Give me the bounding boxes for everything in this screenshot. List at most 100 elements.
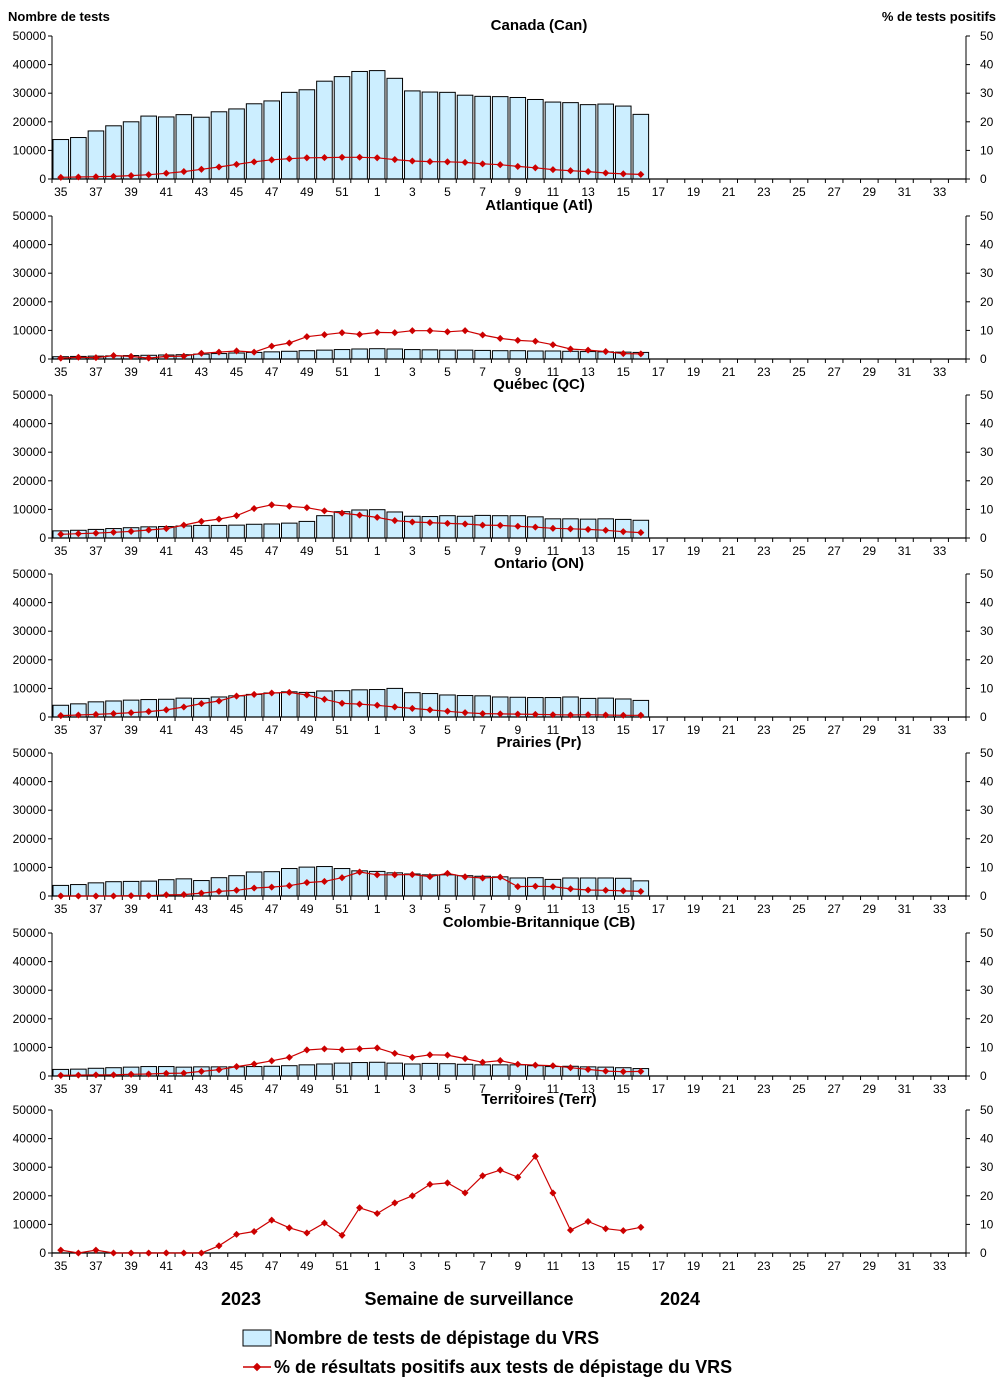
x-tick-label: 5 <box>444 723 451 737</box>
x-tick-label: 47 <box>265 723 279 737</box>
x-tick-label: 49 <box>300 902 314 916</box>
x-tick-label: 17 <box>652 723 666 737</box>
bar-week-36 <box>71 138 87 179</box>
x-tick-label: 31 <box>898 1082 912 1096</box>
panel-title: Atlantique (Atl) <box>485 197 592 214</box>
x-tick-label: 1 <box>374 902 381 916</box>
bar-week-2 <box>387 688 403 717</box>
bar-week-48 <box>282 1066 298 1076</box>
positivity-point-week-37 <box>92 354 99 361</box>
bar-week-7 <box>475 1065 491 1076</box>
right-tick-label: 20 <box>980 474 994 488</box>
bar-week-1 <box>369 349 385 359</box>
x-tick-label: 33 <box>933 723 947 737</box>
bar-week-45 <box>229 525 245 538</box>
bar-week-50 <box>317 691 333 717</box>
left-tick-label: 40000 <box>13 596 47 610</box>
bar-week-8 <box>492 1065 508 1076</box>
right-tick-label: 10 <box>980 860 994 874</box>
positivity-point-week-52 <box>356 1045 363 1052</box>
positivity-point-week-52 <box>356 331 363 338</box>
left-tick-label: 10000 <box>13 860 47 874</box>
legend-bar-label: Nombre de tests de dépistage du VRS <box>274 1328 599 1348</box>
bar-week-41 <box>158 117 174 179</box>
positivity-point-week-4 <box>426 327 433 334</box>
bar-week-52 <box>352 71 368 179</box>
left-tick-label: 10000 <box>13 502 47 516</box>
x-tick-label: 51 <box>335 723 349 737</box>
x-tick-label: 35 <box>54 902 68 916</box>
positivity-point-week-36 <box>75 1249 82 1256</box>
x-tick-label: 7 <box>479 544 486 558</box>
right-tick-label: 0 <box>980 531 987 545</box>
x-tick-label: 45 <box>230 1082 244 1096</box>
bar-week-46 <box>246 104 262 179</box>
positivity-point-week-6 <box>462 327 469 334</box>
positivity-point-week-11 <box>549 341 556 348</box>
x-tick-label: 3 <box>409 902 416 916</box>
x-tick-label: 41 <box>160 1259 174 1273</box>
x-tick-label: 3 <box>409 185 416 199</box>
right-tick-label: 30 <box>980 624 994 638</box>
x-tick-label: 19 <box>687 1259 701 1273</box>
x-tick-label: 5 <box>444 185 451 199</box>
x-tick-label: 41 <box>160 902 174 916</box>
right-tick-label: 30 <box>980 983 994 997</box>
x-tick-label: 49 <box>300 723 314 737</box>
positivity-point-week-50 <box>321 507 328 514</box>
left-tick-label: 30000 <box>13 624 47 638</box>
x-tick-label: 47 <box>265 544 279 558</box>
x-tick-label: 23 <box>757 902 771 916</box>
bar-week-37 <box>88 131 104 179</box>
bar-week-46 <box>246 1067 262 1076</box>
x-tick-label: 1 <box>374 1082 381 1096</box>
right-tick-label: 0 <box>980 1069 987 1083</box>
left-tick-label: 20000 <box>13 115 47 129</box>
x-tick-label: 35 <box>54 1259 68 1273</box>
positivity-point-week-45 <box>233 1231 240 1238</box>
left-tick-label: 20000 <box>13 295 47 309</box>
positivity-point-week-42 <box>180 1249 187 1256</box>
right-tick-label: 40 <box>980 238 994 252</box>
x-tick-label: 15 <box>617 365 631 379</box>
x-tick-label: 23 <box>757 723 771 737</box>
x-tick-label: 43 <box>195 365 209 379</box>
bar-week-16 <box>633 114 649 179</box>
left-tick-label: 10000 <box>13 323 47 337</box>
x-tick-label: 47 <box>265 902 279 916</box>
x-tick-label: 5 <box>444 1082 451 1096</box>
x-tick-label: 51 <box>335 1259 349 1273</box>
x-axis-title: Semaine de surveillance <box>364 1289 573 1309</box>
positivity-point-week-49 <box>303 504 310 511</box>
right-tick-label: 0 <box>980 889 987 903</box>
x-tick-label: 1 <box>374 365 381 379</box>
x-tick-label: 31 <box>898 365 912 379</box>
x-tick-label: 21 <box>722 1259 736 1273</box>
x-tick-label: 27 <box>827 1259 841 1273</box>
right-tick-label: 20 <box>980 832 994 846</box>
bar-week-3 <box>405 693 421 717</box>
positivity-point-week-14 <box>602 1225 609 1232</box>
x-tick-label: 39 <box>124 902 138 916</box>
panel-title: Canada (Can) <box>491 17 588 34</box>
right-tick-label: 10 <box>980 1217 994 1231</box>
bar-week-50 <box>317 350 333 359</box>
positivity-point-week-48 <box>286 1054 293 1061</box>
x-tick-label: 49 <box>300 544 314 558</box>
right-tick-label: 50 <box>980 209 994 223</box>
x-tick-label: 39 <box>124 1259 138 1273</box>
x-tick-label: 45 <box>230 1259 244 1273</box>
x-tick-label: 25 <box>792 544 806 558</box>
year-start-label: 2023 <box>221 1289 261 1309</box>
right-tick-label: 10 <box>980 143 994 157</box>
x-tick-label: 35 <box>54 185 68 199</box>
x-tick-label: 43 <box>195 544 209 558</box>
x-tick-label: 43 <box>195 902 209 916</box>
left-tick-label: 0 <box>39 531 46 545</box>
panel-6: Territoires (Terr)0100002000030000400005… <box>13 1091 994 1273</box>
bar-week-46 <box>246 524 262 538</box>
x-tick-label: 15 <box>617 723 631 737</box>
bar-week-4 <box>422 694 438 717</box>
positivity-point-week-47 <box>268 343 275 350</box>
right-tick-label: 20 <box>980 653 994 667</box>
